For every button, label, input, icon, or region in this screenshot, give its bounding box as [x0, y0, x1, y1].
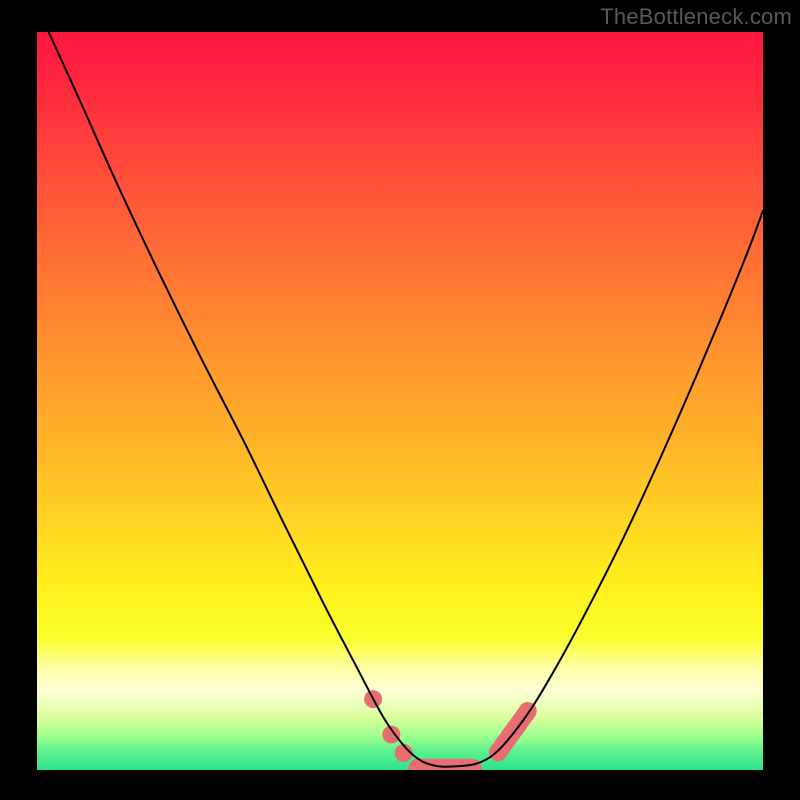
gradient-background [37, 32, 763, 770]
chart-stage: TheBottleneck.com [0, 0, 800, 800]
plot-area [37, 32, 763, 770]
chart-svg [37, 32, 763, 770]
watermark-text: TheBottleneck.com [600, 4, 792, 30]
